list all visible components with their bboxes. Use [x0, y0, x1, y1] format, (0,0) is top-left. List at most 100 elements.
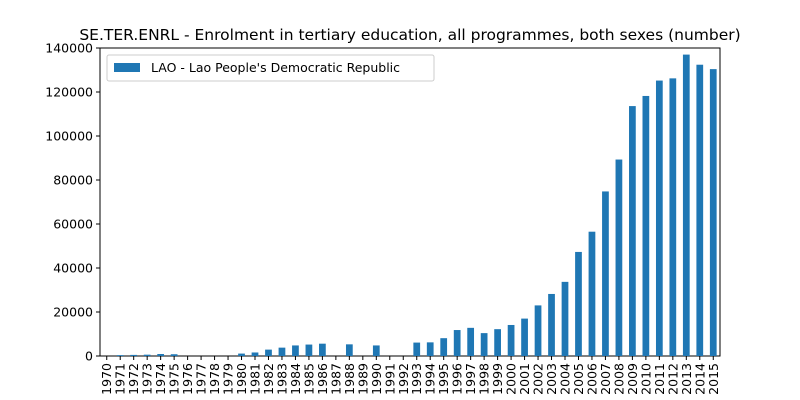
x-tick-label: 1977	[194, 363, 209, 395]
y-tick-label: 120000	[45, 85, 93, 100]
bar-2009	[629, 106, 636, 356]
y-tick-label: 0	[85, 349, 93, 364]
bar-2012	[669, 78, 677, 357]
bar-2008	[615, 159, 623, 356]
x-tick-label: 1981	[248, 363, 263, 395]
bar-1990	[372, 345, 380, 356]
x-tick-label: 2010	[638, 363, 653, 395]
bar-1993	[413, 342, 421, 356]
x-tick-label: 2003	[544, 363, 559, 395]
legend-swatch	[114, 63, 140, 72]
x-tick-label: 2000	[504, 363, 519, 395]
y-tick-label: 40000	[53, 261, 93, 276]
x-tick-label: 1975	[167, 363, 182, 395]
bar-1999	[494, 329, 501, 356]
x-tick-label: 1985	[301, 363, 316, 395]
bar-1973	[143, 354, 151, 356]
x-tick-label: 1983	[274, 363, 289, 395]
bar-1975	[170, 354, 178, 356]
x-tick-label: 1987	[328, 363, 343, 395]
bar-2010	[642, 95, 650, 357]
bar-2004	[561, 281, 569, 356]
x-tick-label: 1971	[113, 363, 128, 395]
x-tick-label: 1998	[477, 363, 492, 395]
plot-area	[99, 47, 721, 357]
bar-1981	[251, 352, 259, 356]
x-tick-label: 2004	[558, 363, 573, 395]
x-tick-label: 1993	[409, 363, 424, 395]
bar-1972	[130, 354, 138, 356]
bar-1971	[116, 355, 124, 356]
bar-2000	[507, 324, 515, 356]
bar-2011	[655, 80, 663, 356]
chart-title: SE.TER.ENRL - Enrolment in tertiary educ…	[79, 26, 740, 44]
x-tick-label: 2007	[598, 363, 613, 395]
bar-2001	[521, 318, 528, 356]
x-tick-label: 1970	[99, 363, 114, 395]
x-tick-label: 2015	[706, 363, 721, 395]
x-tick-label: 2011	[652, 363, 667, 395]
x-tick-label: 1990	[369, 363, 384, 395]
bar-1996	[453, 330, 461, 356]
x-tick-label: 1982	[261, 363, 276, 395]
x-tick-label: 2005	[571, 363, 586, 395]
bar-1997	[467, 327, 475, 356]
bar-1984	[292, 345, 299, 356]
bar-1983	[278, 347, 286, 356]
x-tick-label: 1978	[207, 363, 222, 395]
x-tick-label: 1989	[355, 363, 370, 395]
x-tick-label: 1996	[450, 363, 465, 395]
bar-1985	[305, 344, 313, 356]
bar-2015	[709, 69, 717, 357]
x-tick-label: 2006	[584, 363, 599, 395]
y-tick-label: 80000	[53, 173, 93, 188]
x-tick-label: 1986	[315, 363, 330, 395]
x-tick-label: 1995	[436, 363, 451, 395]
legend: LAO - Lao People's Democratic Republic	[106, 54, 435, 82]
y-tick-label: 60000	[53, 217, 93, 232]
bar-2006	[588, 231, 596, 356]
legend-frame	[106, 54, 435, 82]
y-tick-label: 20000	[53, 305, 93, 320]
x-tick-label: 2002	[531, 363, 546, 395]
bar-1994	[426, 342, 434, 356]
x-tick-label: 2001	[517, 363, 532, 395]
x-tick-label: 1994	[423, 363, 438, 395]
x-tick-label: 1973	[140, 363, 155, 395]
bar-1988	[345, 344, 353, 356]
bar-1982	[265, 349, 272, 356]
bar-1998	[480, 333, 488, 356]
x-tick-label: 1976	[180, 363, 195, 395]
x-tick-label: 1991	[382, 363, 397, 395]
y-tick-label: 140000	[45, 41, 93, 56]
x-tick-label: 2012	[665, 363, 680, 395]
x-tick-label: 2014	[692, 363, 707, 395]
x-tick-label: 1972	[126, 363, 141, 395]
x-tick-label: 1997	[463, 363, 478, 395]
x-tick-label: 2008	[611, 363, 626, 395]
y-axis: 0 20000 40000 60000 80000 100000 120000 140000	[45, 41, 100, 364]
x-tick-label: 2013	[679, 363, 694, 395]
x-tick-label: 1974	[153, 363, 168, 395]
bar-2013	[682, 54, 690, 356]
bar-1986	[319, 343, 326, 356]
x-axis: 1970197119721973197419751976197719781979…	[99, 356, 721, 395]
x-tick-label: 1988	[342, 363, 357, 395]
x-tick-label: 1979	[221, 363, 236, 395]
bar-1980	[238, 353, 245, 356]
x-tick-label: 1984	[288, 363, 303, 395]
legend-label: LAO - Lao People's Democratic Republic	[151, 60, 400, 75]
axes-frame	[99, 47, 721, 357]
x-tick-label: 1992	[396, 363, 411, 395]
bar-2003	[548, 293, 555, 356]
bar-2007	[602, 191, 609, 356]
bar-1995	[440, 338, 448, 356]
bars-group	[116, 54, 717, 357]
bar-2014	[696, 64, 704, 356]
bar-2005	[575, 251, 582, 356]
bar-1974	[157, 354, 165, 356]
y-tick-label: 100000	[45, 129, 93, 144]
x-tick-label: 1980	[234, 363, 249, 395]
x-tick-label: 2009	[625, 363, 640, 395]
